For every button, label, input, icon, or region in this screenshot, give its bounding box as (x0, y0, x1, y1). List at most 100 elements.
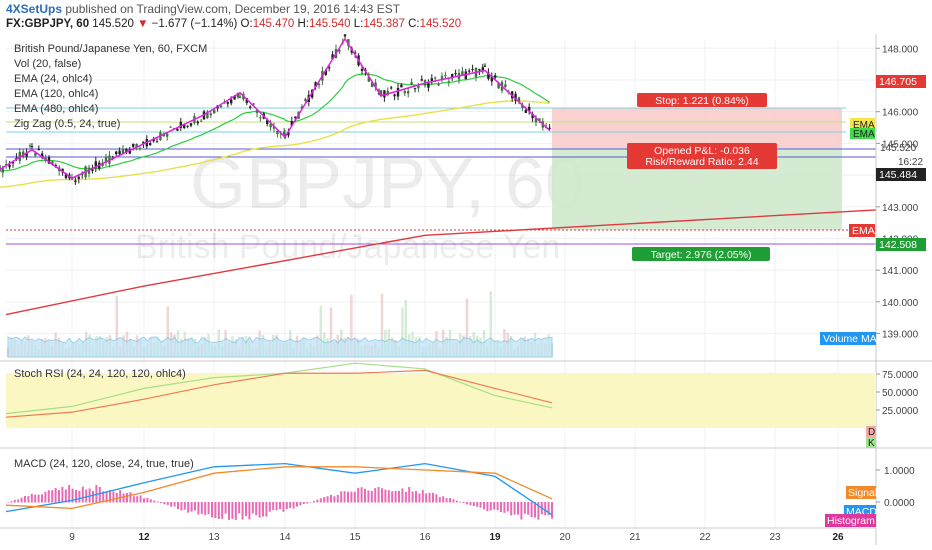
histogram-bar (115, 492, 118, 503)
stop-label-box[interactable] (637, 93, 767, 107)
histogram-bar (408, 487, 411, 503)
histogram-bar (241, 502, 244, 520)
histogram-bar (384, 489, 387, 503)
candle-body (347, 39, 350, 46)
candle-body (548, 127, 551, 129)
histogram-bar (20, 497, 23, 503)
legend-zigzag: Zig Zag (0.5, 24, true) (14, 118, 120, 130)
histogram-bar (156, 501, 159, 503)
histogram-bar (466, 502, 468, 505)
histogram-bar (347, 491, 349, 503)
histogram-bar (17, 499, 20, 503)
signal-badge (846, 486, 876, 499)
histogram-bar (398, 490, 400, 503)
candle-body (179, 121, 182, 129)
histogram-bar (92, 491, 94, 503)
time-axis[interactable]: 9 12 13 14 15 16 19 20 21 22 23 26 (69, 532, 844, 543)
candle-body (294, 116, 297, 118)
histogram-bar (350, 491, 353, 503)
histogram-bar (194, 502, 196, 511)
histogram-bar (183, 502, 186, 510)
volume-bar (404, 299, 407, 357)
histogram-bar (132, 496, 135, 503)
stop-zone[interactable] (552, 108, 842, 148)
candle-body (135, 143, 138, 148)
volume-ma-area (7, 336, 553, 358)
histogram-bar (489, 502, 492, 511)
histogram-bar (112, 491, 115, 503)
candle-body (417, 85, 420, 89)
candle-body (393, 94, 396, 97)
candle-body (28, 145, 32, 147)
histogram-bar (476, 502, 479, 507)
candle-body (521, 104, 524, 108)
histogram-bar (224, 502, 227, 514)
stop-label: Stop: 1.221 (0.84%) (655, 95, 748, 107)
last-price: 145.520 (92, 18, 134, 30)
published-text: published on TradingView.com, December 1… (65, 2, 401, 16)
candle-body (464, 71, 467, 80)
target-label-box[interactable] (632, 247, 770, 261)
time-tick-label: 22 (699, 532, 711, 543)
histogram-bar (272, 502, 275, 511)
candle-body (11, 161, 15, 164)
main-legend: British Pound/Japanese Yen, 60, FXCM Vol… (14, 43, 207, 130)
publisher-name[interactable]: 4XSetUps (6, 2, 63, 16)
histogram-bar (81, 486, 84, 503)
price-axis[interactable]: 148.000147.000146.000145.000144.000143.0… (876, 44, 919, 341)
candle-body (8, 164, 11, 168)
candle-body (41, 153, 44, 158)
candle-body (236, 92, 240, 98)
histogram-bar (129, 492, 132, 503)
pnl-label-box[interactable] (627, 143, 777, 169)
histogram-bar (551, 502, 553, 519)
candle-body (249, 106, 252, 108)
candle-body (5, 164, 8, 166)
symbol-line: FX:GBPJPY, 60 145.520 ▼ −1.677 (−1.14%) … (6, 18, 461, 30)
candle-body (94, 161, 97, 168)
candle-body (437, 84, 440, 86)
volume-bar (401, 307, 404, 357)
candle-body (128, 149, 131, 154)
volume-bar (166, 306, 169, 357)
candle-body (531, 114, 534, 119)
histogram-bar (136, 496, 139, 503)
candle-body (149, 143, 152, 145)
candle-body (266, 120, 269, 124)
candle-body (54, 165, 57, 167)
candle-body (454, 73, 457, 75)
histogram-bar (544, 502, 547, 516)
histogram-bar (418, 493, 421, 503)
price-tick-label: 139.000 (882, 330, 919, 341)
candle-body (74, 180, 77, 183)
candle-body (176, 128, 179, 131)
stoch-k-badge-text: K (868, 438, 875, 449)
candle-body (338, 49, 341, 52)
histogram-bar (469, 502, 472, 506)
candle-body (138, 147, 142, 149)
candle-body (444, 75, 447, 77)
macd-axis[interactable]: 1.0000 0.0000 (876, 466, 915, 509)
candle-body (478, 69, 481, 71)
candle-body (238, 96, 242, 98)
stop-price-text: 146.705 (879, 76, 917, 88)
candle-body (269, 124, 272, 128)
stoch-tick-label: 25.0000 (882, 406, 919, 417)
histogram-bar (432, 492, 434, 503)
histogram-bar (207, 502, 210, 515)
histogram-bar (404, 491, 407, 503)
stoch-axis[interactable]: 75.0000 50.0000 25.0000 (876, 370, 919, 417)
candle-body (494, 75, 497, 78)
histogram-bar (299, 502, 302, 506)
candle-body (276, 131, 279, 135)
histogram-bar (459, 501, 462, 503)
candle-body (410, 82, 413, 85)
watermark-symbol: GBPJPY, 60 (190, 144, 585, 224)
histogram-bar (64, 489, 67, 503)
candle-body (77, 176, 80, 179)
histogram-bar (289, 502, 292, 509)
histogram-bar (472, 502, 475, 506)
histogram-bar (330, 494, 332, 503)
candle-body (314, 82, 317, 88)
